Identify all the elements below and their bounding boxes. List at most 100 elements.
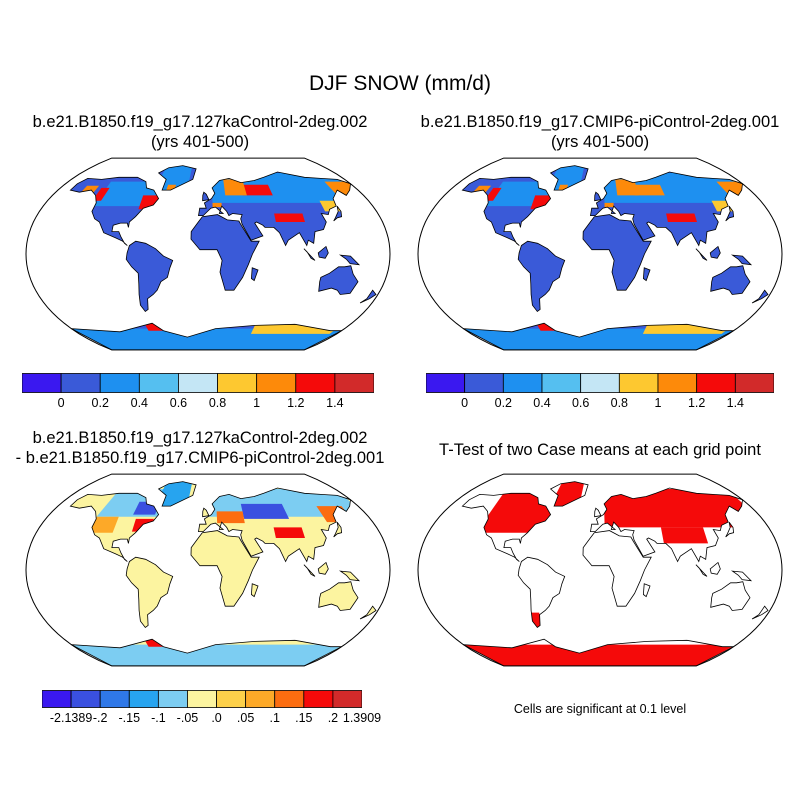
panel-title-line1: T-Test of two Case means at each grid po… <box>439 441 761 459</box>
coastline-samerica <box>517 240 566 313</box>
colorbar-swatch <box>696 373 736 393</box>
colorbar-swatch <box>42 690 72 708</box>
coastline-australia <box>318 581 359 611</box>
coastline-nz <box>359 605 377 620</box>
snow-region <box>484 187 502 201</box>
coastline-africa <box>582 214 652 291</box>
land-africa <box>583 214 652 291</box>
land-uk <box>202 508 209 517</box>
map-bottom-right <box>417 473 783 667</box>
land-newguinea <box>340 571 359 581</box>
coastline-namerica <box>461 492 552 562</box>
coastline-japan <box>333 521 343 538</box>
colorbar-tick-label: -2.1389 <box>49 711 93 725</box>
panel-title-line1: b.e21.B1850.f19_g17.127kaControl-2deg.00… <box>32 429 368 447</box>
colorbar-tick-label: 0 <box>57 396 65 410</box>
colorbar-tick-label: -.2 <box>92 711 108 725</box>
colorbar-tick-label: 0.6 <box>169 396 188 410</box>
coastline-madagascar <box>642 583 651 598</box>
colorbar-swatch <box>541 373 582 393</box>
land-uk <box>594 192 601 201</box>
colorbar-tick-label: 1.2 <box>287 396 305 410</box>
colorbar-swatch <box>217 373 258 393</box>
coastline-greenland <box>549 165 589 191</box>
land-madagascar <box>643 267 650 281</box>
colorbar-swatch <box>157 690 188 708</box>
colorbar-labels-top-left: 0 0.2 0.4 0.6 0.8 1 1.2 1.4 <box>0 396 400 412</box>
colorbar-tick-label: -.15 <box>118 711 141 725</box>
coastline-samerica <box>125 240 174 313</box>
coastline-greenland <box>157 481 197 507</box>
coastline-borneo <box>317 561 329 575</box>
snow-region <box>473 185 492 193</box>
coastline-sumatra <box>695 248 708 261</box>
coastline-eurasia <box>198 171 351 247</box>
land-australia <box>710 265 750 295</box>
colorbar-tick-label: 1.3909 <box>342 711 382 725</box>
coastline-uk <box>202 507 210 518</box>
land-australia <box>318 581 358 611</box>
panel-title-top-right: b.e21.B1850.f19_g17.CMIP6-piControl-2deg… <box>400 112 800 152</box>
coastline-namerica <box>461 176 552 246</box>
map-frame <box>25 157 391 351</box>
coastline-newguinea <box>338 570 361 582</box>
land-borneo <box>318 562 329 575</box>
land-uk <box>202 192 209 201</box>
snow-region <box>92 187 110 201</box>
colorbar-tick-label: .0 <box>211 711 222 725</box>
colorbar-swatch <box>216 690 247 708</box>
snow-region <box>666 213 697 222</box>
panel-title-bottom-right: T-Test of two Case means at each grid po… <box>400 440 800 460</box>
panel-title-line2: - b.e21.B1850.f19_g17.CMIP6-piControl-2d… <box>15 449 385 467</box>
coastline-newguinea <box>338 254 361 266</box>
figure-title: DJF SNOW (mm/d) <box>309 72 491 95</box>
snow-region <box>604 202 614 208</box>
coastline-greenland <box>157 165 197 191</box>
coastline-japan <box>725 521 735 538</box>
coastline-japan <box>333 205 343 222</box>
colorbar-swatch <box>256 373 297 393</box>
significant-cells <box>660 527 709 544</box>
coastline-newguinea <box>730 570 753 582</box>
land-australia <box>318 265 358 295</box>
colorbar-tick-label: -.1 <box>151 711 166 725</box>
colorbar-swatch <box>334 373 374 393</box>
panel-title-bottom-left: b.e21.B1850.f19_g17.127kaControl-2deg.00… <box>0 428 400 468</box>
colorbar-tick-label: 0.4 <box>533 396 551 410</box>
colorbar-tick-label: 0.2 <box>494 396 513 410</box>
map-bottom-left <box>25 473 391 667</box>
colorbar-swatch <box>22 373 62 393</box>
coastline-sumatra <box>303 564 316 577</box>
colorbar-swatch <box>178 373 218 393</box>
coastline-madagascar <box>250 583 259 598</box>
snow-region <box>615 179 639 196</box>
colorbar-swatch <box>580 373 620 393</box>
colorbar-tick-label: .05 <box>236 711 255 725</box>
land-borneo <box>710 246 721 259</box>
snow-region <box>463 328 737 350</box>
significance-note: Cells are significant at 0.1 level <box>513 702 687 716</box>
snow-region <box>212 202 222 208</box>
colorbar-tick-label: 1.4 <box>726 396 745 410</box>
colorbar-top-left <box>22 373 374 393</box>
colorbar-swatch <box>332 690 362 708</box>
snow-region <box>71 328 345 350</box>
colorbar-tick-label: .15 <box>295 711 313 725</box>
map-frame <box>417 473 783 667</box>
coastline-madagascar <box>250 267 259 282</box>
coastline-eurasia <box>590 171 743 247</box>
coastline-samerica <box>125 556 174 629</box>
colorbar-swatch <box>128 690 159 708</box>
coastline-africa <box>582 530 652 607</box>
land-africa <box>191 530 260 607</box>
colorbar-swatch <box>502 373 543 393</box>
colorbar-tick-label: 0.8 <box>208 396 227 410</box>
land-africa <box>191 214 260 291</box>
significant-cells <box>463 644 737 666</box>
colorbar-tick-label: 1 <box>654 396 662 410</box>
colorbar-swatch <box>303 690 334 708</box>
colorbar-swatch <box>245 690 276 708</box>
colorbar-tick-label: 1 <box>253 396 261 410</box>
coastline-newguinea <box>730 254 753 266</box>
colorbar-labels-bottom-left: -2.1389 -.2 -.15 -.1 -.05 .0 .05 .1 .15 .2 1.3909 <box>0 711 400 727</box>
